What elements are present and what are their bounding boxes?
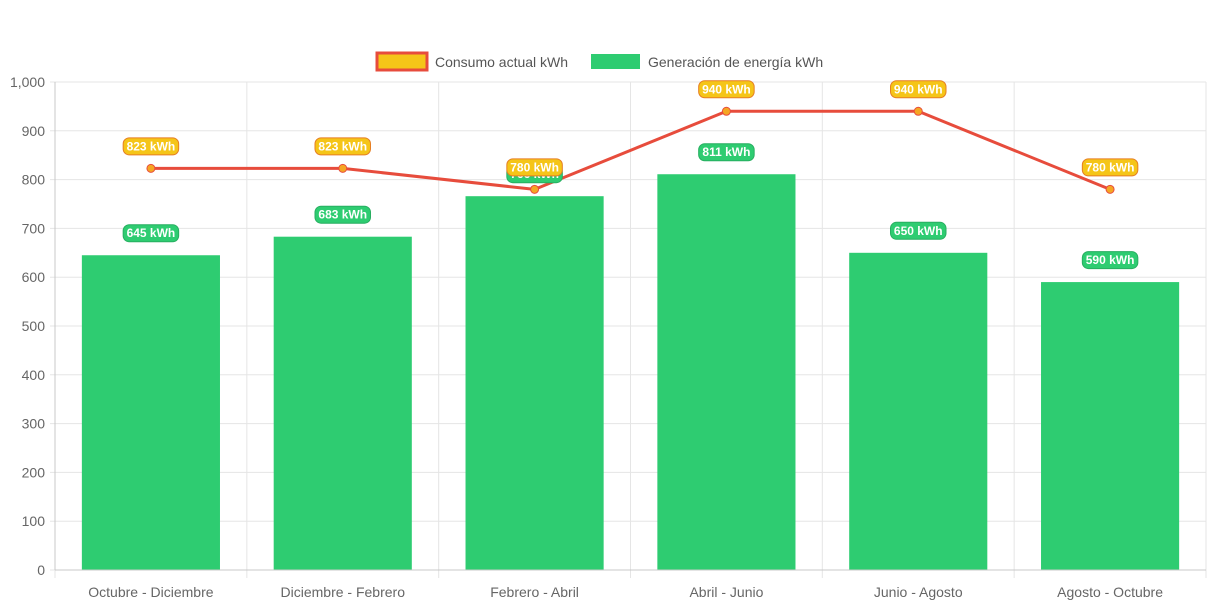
bar-value-label-bg	[1081, 251, 1139, 270]
consumption-value-label-text: 823 kWh	[318, 139, 367, 153]
bar-value-label: 683 kWh	[314, 205, 371, 224]
consumption-value-label-bg	[314, 137, 371, 156]
consumption-value-label-bg	[122, 137, 180, 156]
consumption-point[interactable]	[1105, 184, 1115, 194]
y-tick-label: 800	[22, 172, 46, 188]
consumption-line-group	[146, 106, 1115, 194]
bar[interactable]	[657, 174, 796, 570]
y-tick-label: 500	[22, 318, 46, 334]
consumption-value-label: 780 kWh	[1081, 158, 1139, 177]
y-tick-label: 300	[22, 416, 46, 432]
bar-value-label-bg	[698, 143, 755, 162]
y-tick-label: 0	[37, 562, 45, 578]
legend-item-consumo[interactable]: Consumo actual kWh	[375, 51, 568, 72]
consumption-value-label-bg	[698, 80, 755, 99]
consumption-point[interactable]	[721, 106, 731, 116]
consumption-value-label-text: 780 kWh	[510, 160, 559, 174]
consumption-line	[150, 109, 1111, 191]
bar[interactable]	[465, 196, 604, 570]
bar-value-label-text: 645 kWh	[127, 226, 176, 240]
bar-value-label: 645 kWh	[122, 224, 180, 243]
x-tick-label: Diciembre - Febrero	[281, 584, 406, 600]
consumption-point[interactable]	[530, 184, 540, 194]
x-tick-label: Agosto - Octubre	[1057, 584, 1163, 600]
consumption-point[interactable]	[913, 106, 923, 116]
y-tick-label: 200	[22, 464, 46, 480]
bar-value-label-text: 590 kWh	[1086, 253, 1135, 267]
bar-value-label-bg	[890, 221, 947, 240]
bar[interactable]	[849, 252, 988, 571]
consumption-value-label-text: 780 kWh	[1086, 160, 1135, 174]
bar-value-label-bg	[122, 224, 180, 243]
legend-label-consumo: Consumo actual kWh	[435, 54, 568, 70]
x-tick-label: Febrero - Abril	[490, 584, 579, 600]
legend-swatch-generacion	[591, 54, 640, 69]
consumption-value-label-text: 823 kWh	[127, 139, 176, 153]
consumption-value-label: 940 kWh	[698, 80, 755, 99]
bar-value-label: 590 kWh	[1081, 251, 1139, 270]
consumption-value-label-bg	[506, 158, 563, 177]
bar[interactable]	[81, 255, 220, 571]
consumption-value-label-text: 940 kWh	[894, 82, 943, 96]
bar-value-label-text: 650 kWh	[894, 224, 943, 238]
consumption-value-label-text: 940 kWh	[702, 82, 751, 96]
bar-value-label-text: 811 kWh	[702, 145, 750, 159]
legend-swatch-consumo	[375, 51, 429, 72]
x-tick-label: Abril - Junio	[689, 584, 763, 600]
bar-value-label-bg	[314, 205, 371, 224]
consumption-point[interactable]	[146, 163, 156, 173]
consumption-value-label: 823 kWh	[314, 137, 371, 156]
y-tick-label: 400	[22, 367, 46, 383]
bar[interactable]	[273, 236, 412, 571]
consumption-value-label-bg	[1081, 158, 1139, 177]
bar-value-label: 650 kWh	[890, 221, 947, 240]
bar-value-label: 811 kWh	[698, 143, 755, 162]
bar-value-label-text: 683 kWh	[318, 208, 367, 222]
y-tick-label: 700	[22, 220, 46, 236]
consumption-value-label: 780 kWh	[506, 158, 563, 177]
consumption-point[interactable]	[338, 163, 348, 173]
legend-label-generacion: Generación de energía kWh	[648, 54, 823, 70]
y-tick-label: 1,000	[10, 74, 45, 90]
x-tick-label: Octubre - Diciembre	[88, 584, 213, 600]
consumption-value-label: 940 kWh	[890, 80, 947, 99]
y-tick-label: 100	[22, 513, 46, 529]
bars	[81, 174, 1180, 571]
consumption-value-label: 823 kWh	[122, 137, 180, 156]
bar[interactable]	[1041, 282, 1180, 570]
legend-item-generacion[interactable]: Generación de energía kWh	[591, 54, 823, 70]
x-tick-label: Junio - Agosto	[874, 584, 963, 600]
consumption-value-label-bg	[890, 80, 947, 99]
axes: 0 100 200 300 400 500 600 700 800 900 1,000 Octubre…	[10, 74, 1206, 600]
y-tick-label: 600	[22, 269, 46, 285]
y-tick-label: 900	[22, 123, 46, 139]
legend[interactable]: Consumo actual kWh Generación de energía…	[375, 51, 823, 72]
